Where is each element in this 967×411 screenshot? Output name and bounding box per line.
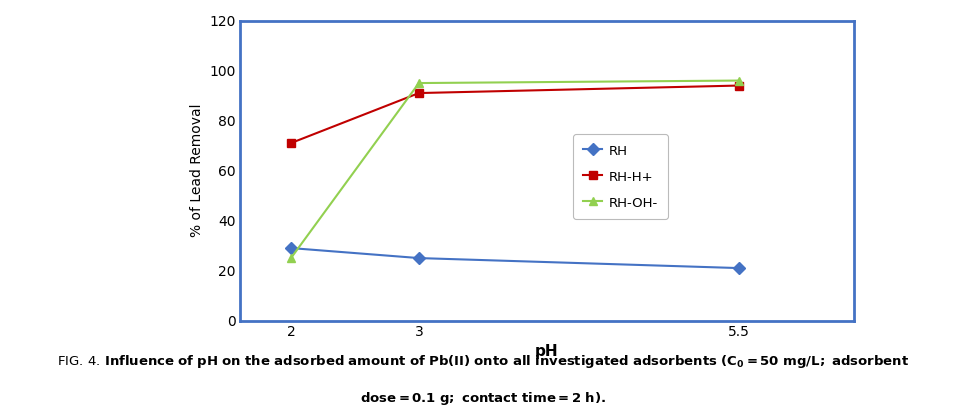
RH-H+ (285, 141, 297, 145)
Line: RH-OH-: RH-OH- (287, 76, 743, 262)
X-axis label: pH: pH (535, 344, 559, 359)
Text: FIG. 4. $\bf{Influence\ of\ pH\ on\ the\ adsorbed\ amount\ of\ Pb(II)\ onto\ all: FIG. 4. $\bf{Influence\ of\ pH\ on\ the\… (57, 353, 910, 370)
RH-H+ (733, 83, 745, 88)
RH (733, 266, 745, 270)
Legend: RH, RH-H+, RH-OH-: RH, RH-H+, RH-OH- (573, 134, 667, 219)
RH-H+ (413, 90, 425, 95)
RH (413, 256, 425, 261)
RH-OH- (733, 78, 745, 83)
Text: $\bf{dose=0.1\ g;\ contact\ time=2\ h).}$: $\bf{dose=0.1\ g;\ contact\ time=2\ h).}… (361, 390, 606, 407)
Line: RH: RH (287, 244, 743, 272)
Line: RH-H+: RH-H+ (287, 81, 743, 147)
RH-OH- (413, 81, 425, 85)
RH (285, 246, 297, 251)
Y-axis label: % of Lead Removal: % of Lead Removal (190, 104, 204, 237)
RH-OH- (285, 256, 297, 261)
